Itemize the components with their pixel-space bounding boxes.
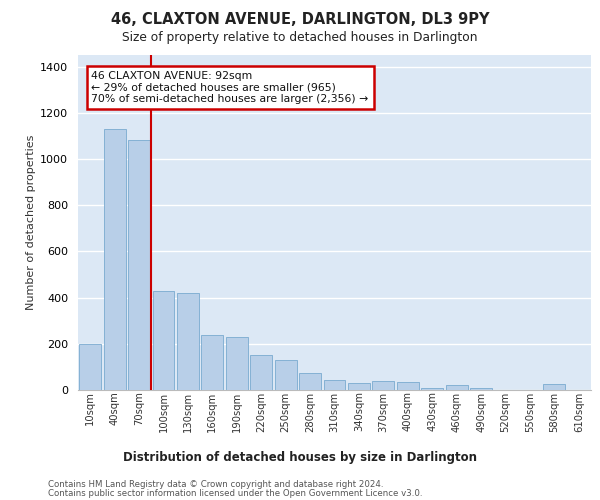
Bar <box>128 140 150 390</box>
Bar <box>250 356 272 390</box>
Text: Size of property relative to detached houses in Darlington: Size of property relative to detached ho… <box>122 31 478 44</box>
Y-axis label: Number of detached properties: Number of detached properties <box>26 135 36 310</box>
Bar <box>79 344 101 390</box>
Bar <box>470 388 492 390</box>
Text: Distribution of detached houses by size in Darlington: Distribution of detached houses by size … <box>123 451 477 464</box>
Bar <box>299 372 321 390</box>
Bar <box>544 384 565 390</box>
Bar <box>275 360 296 390</box>
Bar <box>104 129 125 390</box>
Text: 46 CLAXTON AVENUE: 92sqm
← 29% of detached houses are smaller (965)
70% of semi-: 46 CLAXTON AVENUE: 92sqm ← 29% of detach… <box>91 71 368 104</box>
Bar <box>348 383 370 390</box>
Text: 46, CLAXTON AVENUE, DARLINGTON, DL3 9PY: 46, CLAXTON AVENUE, DARLINGTON, DL3 9PY <box>111 12 489 28</box>
Bar <box>202 334 223 390</box>
Text: Contains HM Land Registry data © Crown copyright and database right 2024.: Contains HM Land Registry data © Crown c… <box>48 480 383 489</box>
Bar <box>446 386 467 390</box>
Bar <box>373 381 394 390</box>
Bar <box>226 337 248 390</box>
Bar <box>397 382 419 390</box>
Bar <box>152 290 175 390</box>
Text: Contains public sector information licensed under the Open Government Licence v3: Contains public sector information licen… <box>48 489 422 498</box>
Bar <box>323 380 346 390</box>
Bar <box>177 293 199 390</box>
Bar <box>421 388 443 390</box>
